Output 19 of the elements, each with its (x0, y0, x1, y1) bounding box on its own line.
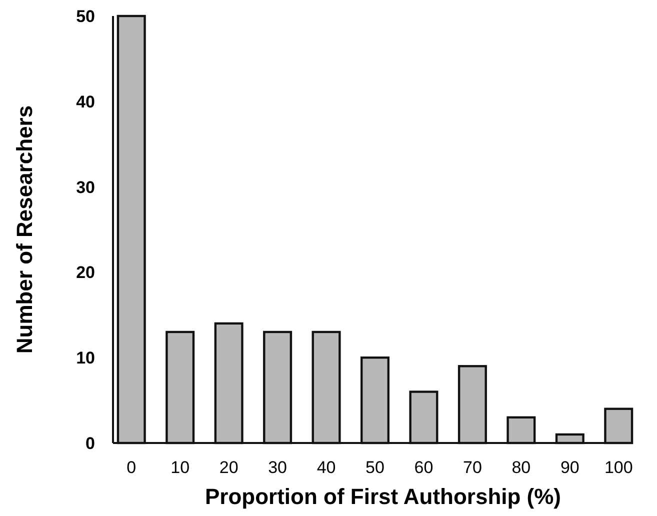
y-tick-label: 10 (76, 348, 95, 368)
x-tick-label: 0 (126, 458, 136, 477)
x-tick-label: 70 (462, 458, 482, 477)
x-tick-label: 100 (604, 458, 633, 477)
x-tick-label: 30 (268, 458, 288, 477)
y-tick-label: 50 (76, 6, 95, 26)
x-tick-label: 40 (316, 458, 336, 477)
x-tick-label: 60 (414, 458, 434, 477)
y-tick-label: 20 (76, 263, 95, 282)
x-tick-label: 20 (219, 458, 238, 477)
x-tick-label: 80 (512, 458, 531, 477)
y-tick-label: 30 (76, 178, 95, 197)
x-axis-title: Proportion of First Authorship (%) (204, 484, 562, 509)
x-tick-label: 90 (560, 458, 580, 477)
y-axis-title: Number of Researchers (12, 105, 37, 354)
x-tick-label: 50 (366, 458, 384, 477)
x-tick-label: 10 (170, 458, 190, 477)
y-tick-label: 40 (76, 92, 95, 112)
y-tick-label: 0 (86, 434, 95, 453)
